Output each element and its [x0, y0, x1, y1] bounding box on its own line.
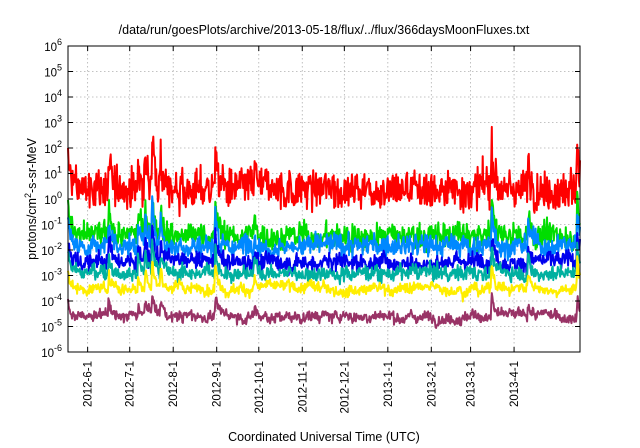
y-tick-base: 10 — [41, 272, 54, 284]
x-tick-label: 2013-2-1 — [426, 361, 438, 407]
y-tick-base: 10 — [41, 246, 54, 258]
y-tick-label: 100 — [44, 190, 62, 207]
data-series — [67, 125, 581, 329]
y-tick-label: 101 — [44, 165, 62, 182]
y-tick-label: 106 — [44, 37, 62, 54]
y-tick-exponent: -6 — [54, 343, 62, 353]
x-axis-label: Coordinated Universal Time (UTC) — [228, 430, 420, 444]
y-tick-label: 10-4 — [41, 292, 62, 309]
y-axis-label-prefix: protons/cm — [25, 198, 39, 260]
y-tick-label: 10-5 — [41, 318, 62, 335]
y-tick-base: 10 — [41, 323, 54, 335]
x-tick-label: 2013-4-1 — [509, 361, 521, 407]
flux-series-line — [67, 195, 581, 263]
x-tick-label: 2012-8-1 — [168, 361, 180, 407]
flux-series-line — [67, 224, 581, 278]
y-tick-exponent: -5 — [54, 318, 62, 328]
y-tick-label: 104 — [44, 88, 62, 105]
x-tick-label: 2012-9-1 — [212, 361, 224, 407]
x-tick-label: 2013-1-1 — [383, 361, 395, 407]
y-tick-label: 10-2 — [41, 241, 62, 258]
y-tick-exponent: 6 — [57, 37, 62, 47]
x-tick-label: 2013-3-1 — [466, 361, 478, 407]
y-tick-base: 10 — [41, 297, 54, 309]
x-tick-label: 2012-12-1 — [339, 361, 351, 413]
y-tick-label: 103 — [44, 114, 62, 131]
y-tick-base: 10 — [41, 221, 54, 233]
y-tick-label: 102 — [44, 139, 62, 156]
y-tick-base: 10 — [44, 68, 57, 80]
x-tick-label: 2012-11-1 — [297, 361, 309, 413]
x-tick-label: 2012-10-1 — [254, 361, 266, 413]
y-axis-ticks: 10-610-510-410-310-210-11001011021031041… — [41, 37, 580, 360]
y-axis-label-suffix: -s-sr-MeV — [25, 137, 39, 193]
flux-series-line — [67, 292, 581, 329]
y-tick-base: 10 — [44, 93, 57, 105]
x-axis-ticks: 2012-6-1 2012-7-1 2012-8-1 2012-9-1 2012-10-… — [83, 46, 521, 413]
y-tick-base: 10 — [44, 42, 57, 54]
y-tick-base: 10 — [44, 195, 57, 207]
flux-series-line — [67, 125, 581, 218]
y-tick-exponent: -4 — [54, 292, 62, 302]
y-tick-exponent: -3 — [54, 267, 62, 277]
x-tick-label: 2012-6-1 — [83, 361, 95, 407]
flux-series-line — [67, 255, 581, 303]
y-tick-exponent: -1 — [54, 216, 62, 226]
y-tick-base: 10 — [44, 170, 57, 182]
y-tick-exponent: 5 — [57, 63, 62, 73]
x-tick-label: 2012-7-1 — [125, 361, 137, 407]
y-axis-label-sup: 2 — [23, 193, 33, 198]
flux-series-line — [67, 238, 581, 286]
y-tick-exponent: 4 — [57, 88, 62, 98]
y-tick-label: 105 — [44, 63, 62, 80]
y-tick-label: 10-3 — [41, 267, 62, 284]
y-tick-exponent: 0 — [57, 190, 62, 200]
y-tick-label: 10-1 — [41, 216, 62, 233]
y-axis-label: protons/cm2-s-sr-MeV — [23, 137, 39, 259]
y-tick-base: 10 — [41, 348, 54, 360]
y-tick-exponent: 2 — [57, 139, 62, 149]
chart-title: /data/run/goesPlots/archive/2013-05-18/f… — [119, 23, 530, 37]
y-tick-label: 10-6 — [41, 343, 62, 360]
y-tick-exponent: -2 — [54, 241, 62, 251]
y-tick-exponent: 1 — [57, 165, 62, 175]
y-tick-exponent: 3 — [57, 114, 62, 124]
y-tick-base: 10 — [44, 119, 57, 131]
y-tick-base: 10 — [44, 144, 57, 156]
